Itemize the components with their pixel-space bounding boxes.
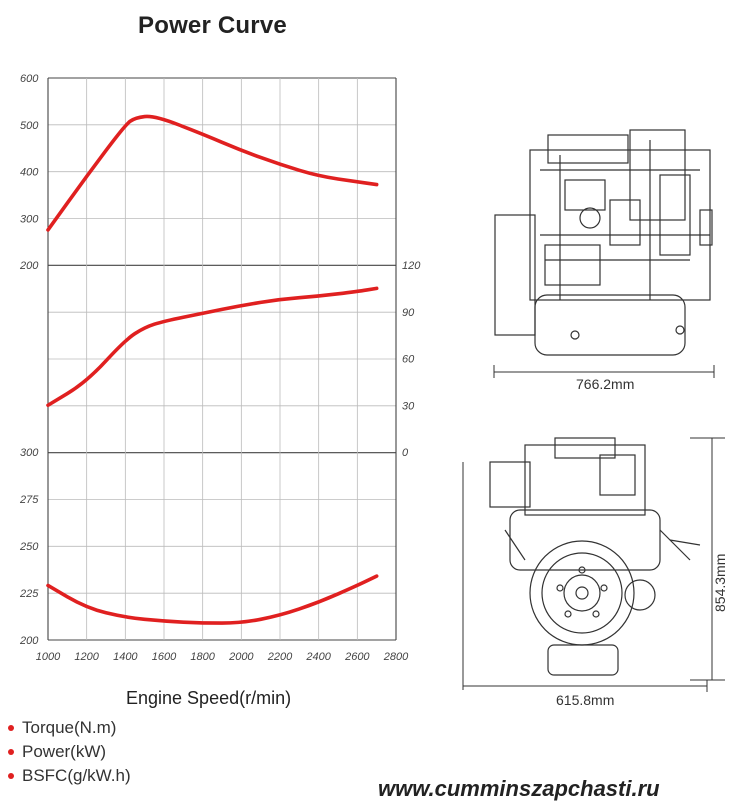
x-tick-label: 1800 [190,651,215,663]
x-tick-label: 1600 [152,651,177,663]
series-line-torque [46,114,379,232]
chart-title: Power Curve [138,12,287,39]
legend-label: Power(kW) [22,742,107,761]
power-tick-label: 30 [402,400,415,412]
legend-label: Torque(N.m) [22,718,117,737]
x-tick-label: 1200 [74,651,99,663]
x-tick-label: 2200 [267,651,293,663]
power-tick-label: 90 [402,307,415,319]
series-line-power [46,286,379,408]
legend-dot-icon [8,749,14,755]
torque-tick-label: 200 [19,260,39,272]
legend-dot-icon [8,773,14,779]
x-tick-label: 2600 [344,651,370,663]
legend-label: BSFC(g/kW.h) [22,766,131,785]
x-tick-label: 2800 [383,651,409,663]
chart-legend: Torque(N.m) Power(kW) BSFC(g/kW.h) [8,716,131,788]
x-tick-label: 1400 [113,651,138,663]
watermark: www.cumminszapchasti.ru [378,776,660,801]
legend-item-power: Power(kW) [8,740,131,764]
torque-tick-label: 300 [20,213,39,225]
side-width-label: 766.2mm [576,376,635,392]
x-axis-label: Engine Speed(r/min) [126,688,292,708]
bsfc-tick-label: 200 [19,635,39,647]
torque-tick-label: 600 [20,73,39,85]
legend-item-torque: Torque(N.m) [8,716,131,740]
power-tick-label: 60 [402,354,415,366]
front-height-label: 854.3mm [712,553,728,612]
bsfc-tick-label: 250 [19,541,39,553]
x-tick-label: 1000 [36,651,61,663]
legend-item-bsfc: BSFC(g/kW.h) [8,764,131,788]
x-tick-label: 2400 [305,651,331,663]
x-tick-label: 2000 [228,651,254,663]
front-width-label: 615.8mm [556,692,615,708]
torque-tick-label: 400 [20,167,39,179]
legend-dot-icon [8,725,14,731]
bsfc-tick-label: 300 [20,447,39,459]
power-tick-label: 120 [402,260,421,272]
power-tick-label: 0 [402,447,409,459]
bsfc-tick-label: 225 [19,588,39,600]
bsfc-tick-label: 275 [19,494,39,506]
series-line-bsfc [46,574,379,625]
torque-tick-label: 500 [20,120,39,132]
